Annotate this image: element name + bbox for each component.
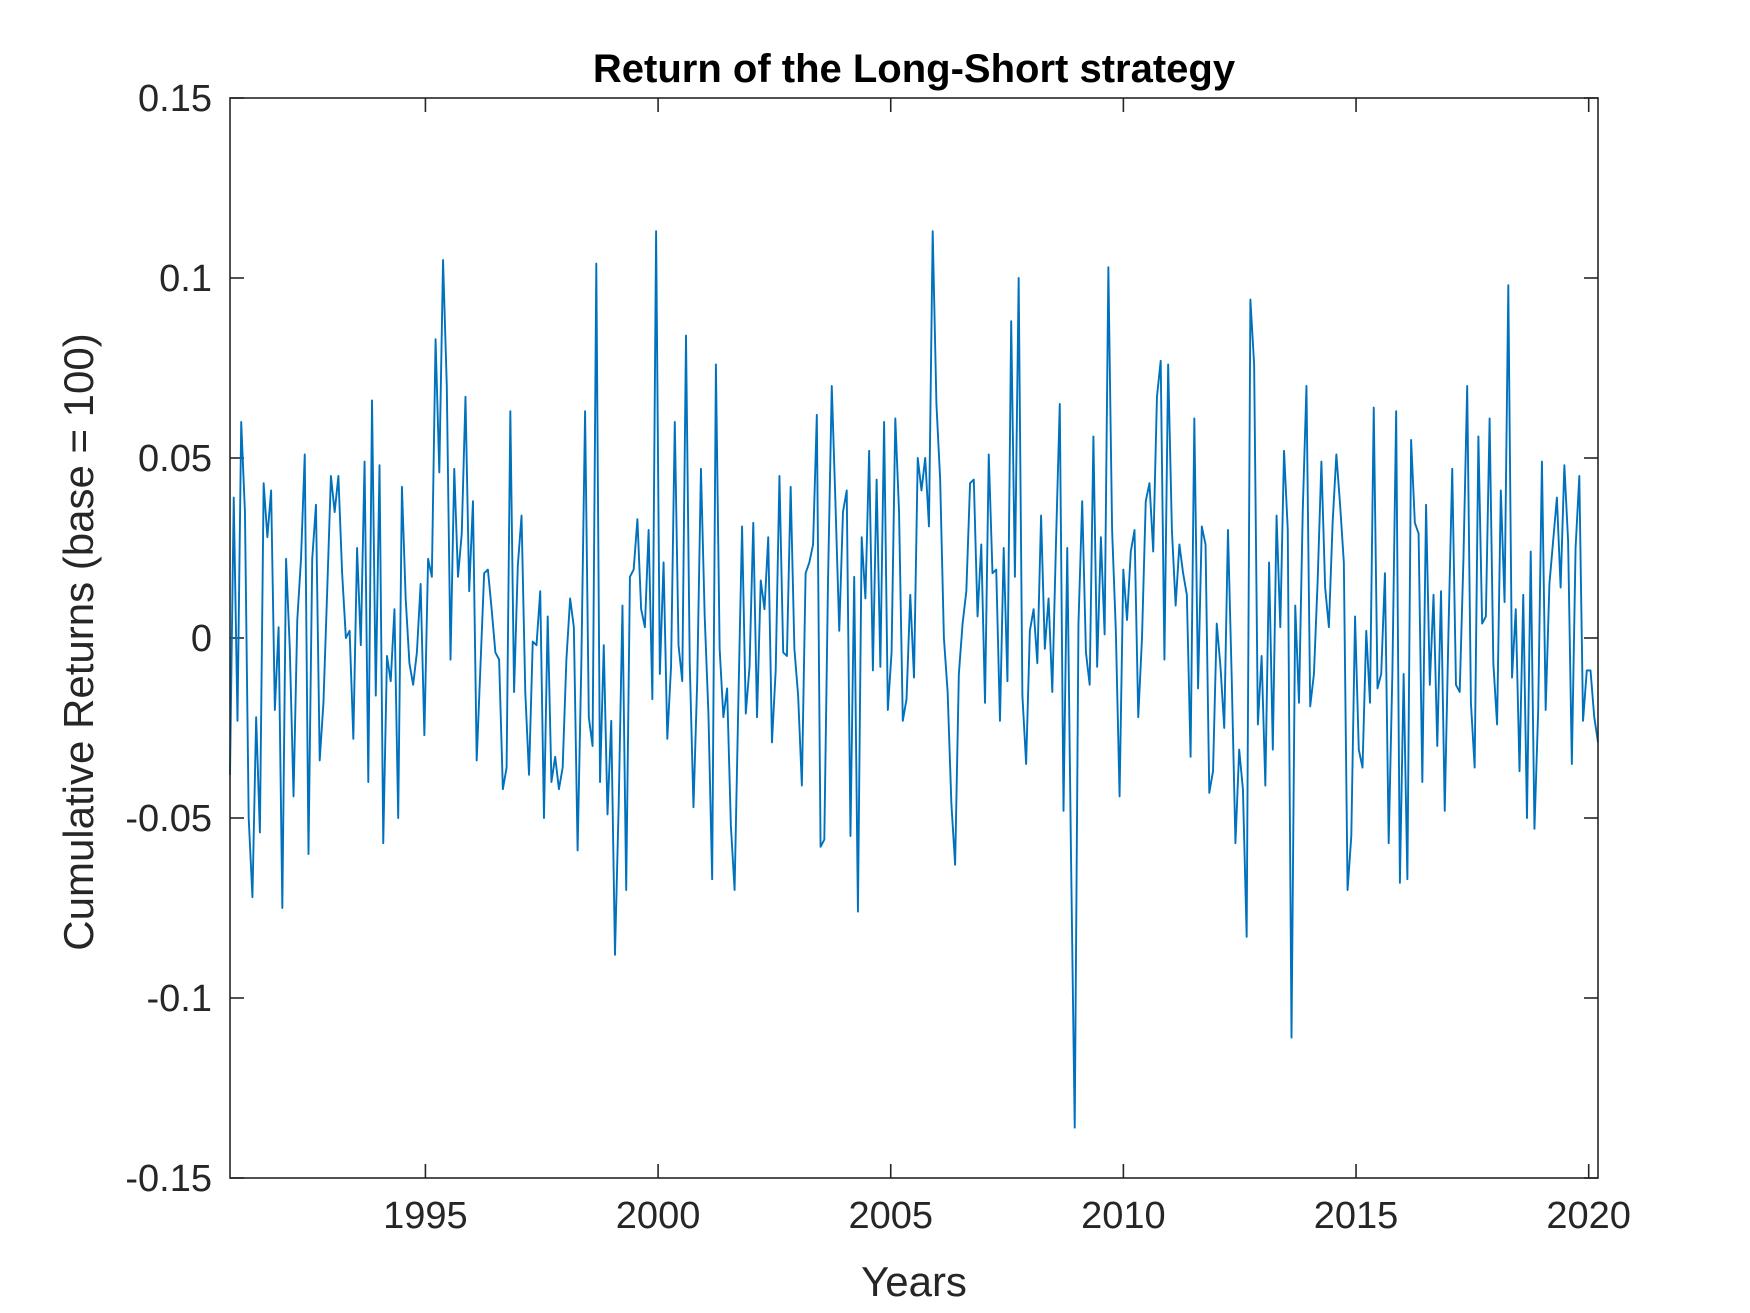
series-line-0	[229, 230, 1599, 1129]
y-tick-label: -0.15	[125, 1158, 212, 1200]
y-tick-label: 0	[191, 618, 212, 660]
y-tick-label: 0.05	[138, 438, 212, 480]
y-tick-label: -0.05	[125, 798, 212, 840]
x-tick-label: 2000	[616, 1195, 701, 1237]
x-tick-label: 2020	[1546, 1195, 1631, 1237]
y-tick-label: 0.15	[138, 78, 212, 120]
series-group	[229, 230, 1599, 1129]
plot-area-box	[229, 97, 1599, 1179]
x-tick-label: 2005	[848, 1195, 933, 1237]
y-axis-label: Cumulative Returns (base = 100)	[55, 333, 102, 950]
x-tick-label: 2015	[1314, 1195, 1399, 1237]
y-tick-label: -0.1	[147, 978, 212, 1020]
x-tick-label: 1995	[383, 1195, 468, 1237]
x-axis-label: Years	[861, 1258, 967, 1305]
y-tick-label: 0.1	[159, 258, 212, 300]
x-tick-label: 2010	[1081, 1195, 1166, 1237]
axis-tick-labels: 1995 2000 2005 2010 2015 2020 -0.15 -0.1 -0.05 0 0…	[125, 78, 1631, 1237]
chart-title: Return of the Long-Short strategy	[593, 47, 1236, 91]
